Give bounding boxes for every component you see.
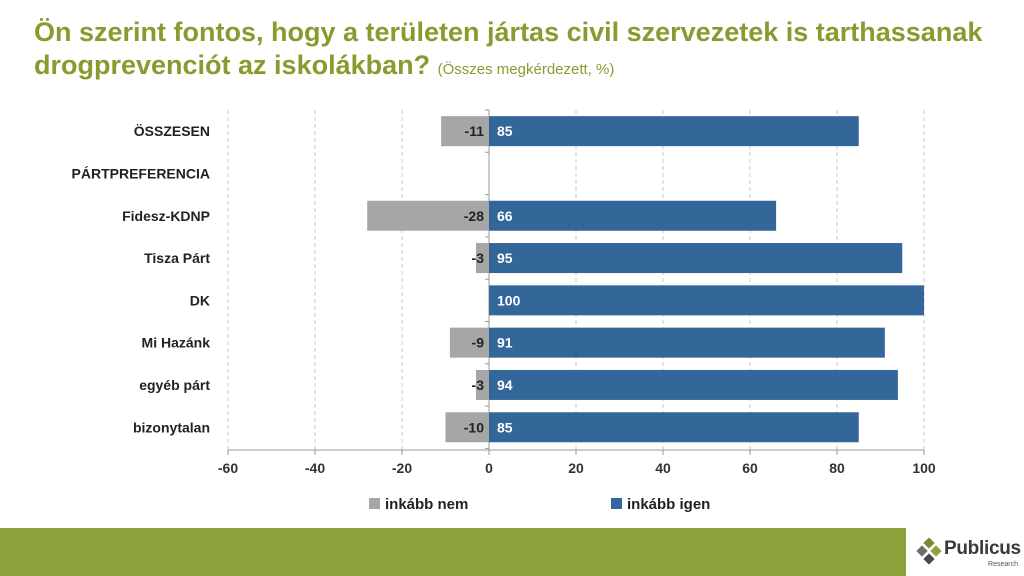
category-label: egyéb párt	[139, 377, 210, 393]
publicus-logo: Publicus Research	[906, 528, 1024, 576]
x-tick-label: 40	[655, 460, 671, 476]
publicus-logo-icon	[916, 538, 942, 565]
footer-band	[0, 528, 1024, 576]
bar-inkabb-igen	[489, 200, 777, 231]
x-tick-label: -20	[392, 460, 412, 476]
x-tick-label: 0	[485, 460, 493, 476]
legend-label: inkább nem	[385, 496, 468, 513]
bar-chart: -60 -40 -20 0 20 40 60 80 100 ÖSSZESEN -11 85 PÁRTPR…	[72, 109, 936, 513]
data-label-inkabb-igen: 94	[497, 377, 513, 393]
bar-inkabb-igen	[489, 412, 859, 443]
bar-inkabb-igen	[489, 116, 859, 147]
category-label: ÖSSZESEN	[134, 123, 210, 139]
category-label: DK	[190, 292, 210, 308]
bar-inkabb-igen	[489, 327, 885, 358]
data-label-inkabb-nem: -3	[472, 377, 485, 393]
logo-sub: Research	[988, 561, 1018, 568]
category-label: Tisza Párt	[144, 250, 210, 266]
chart-title: Ön szerint fontos, hogy a területen járt…	[34, 16, 1004, 86]
x-tick-label: 60	[742, 460, 758, 476]
x-tick-label: -40	[305, 460, 325, 476]
category-label: Fidesz-KDNP	[122, 208, 210, 224]
x-tick-label: 20	[568, 460, 584, 476]
bar-inkabb-igen	[489, 285, 924, 316]
x-tick-label: -60	[218, 460, 238, 476]
data-label-inkabb-nem: -9	[472, 335, 485, 351]
data-label-inkabb-nem: -3	[472, 250, 485, 266]
data-label-inkabb-igen: 95	[497, 250, 513, 266]
data-label-inkabb-nem: -10	[464, 419, 484, 435]
bar-inkabb-nem	[475, 369, 489, 400]
data-label-inkabb-igen: 100	[497, 292, 521, 308]
x-tick-label: 80	[829, 460, 845, 476]
data-label-inkabb-igen: 66	[497, 208, 513, 224]
bar-inkabb-igen	[489, 243, 903, 274]
data-label-inkabb-igen: 85	[497, 123, 513, 139]
legend-swatch	[611, 498, 622, 509]
bar-inkabb-igen	[489, 369, 898, 400]
data-label-inkabb-igen: 91	[497, 335, 513, 351]
bar-inkabb-nem	[445, 412, 489, 443]
category-label: PÁRTPREFERENCIA	[72, 165, 210, 181]
bar-inkabb-nem	[367, 200, 489, 231]
bar-inkabb-nem	[441, 116, 489, 147]
category-label: bizonytalan	[133, 419, 210, 435]
bar-inkabb-nem	[475, 243, 489, 274]
x-tick-label: 100	[912, 460, 936, 476]
data-label-inkabb-igen: 85	[497, 419, 513, 435]
data-label-inkabb-nem: -28	[464, 208, 484, 224]
logo-name: Publicus	[944, 538, 1021, 559]
legend-swatch	[369, 498, 380, 509]
chart-title-main: Ön szerint fontos, hogy a területen járt…	[34, 17, 983, 80]
chart-title-note: (Összes megkérdezett, %)	[437, 61, 615, 78]
legend-label: inkább igen	[627, 496, 710, 513]
data-label-inkabb-nem: -11	[465, 123, 485, 139]
category-label: Mi Hazánk	[142, 335, 211, 351]
bar-inkabb-nem	[449, 327, 489, 358]
